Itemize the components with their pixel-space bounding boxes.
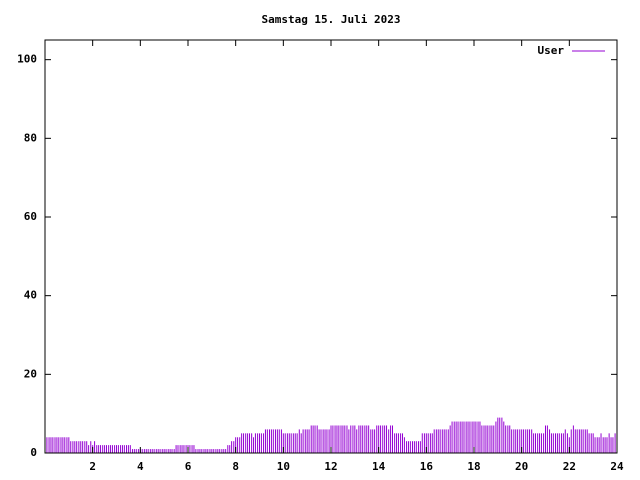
x-tick-label: 16 (420, 460, 434, 473)
legend-label: User (538, 44, 565, 57)
x-tick-label: 22 (563, 460, 576, 473)
x-tick-label: 2 (89, 460, 96, 473)
x-tick-label: 20 (515, 460, 528, 473)
x-tick-label: 8 (232, 460, 239, 473)
y-tick-label: 100 (17, 53, 37, 66)
y-tick-label: 20 (24, 367, 37, 380)
y-tick-label: 0 (30, 446, 37, 459)
y-tick-label: 40 (24, 289, 37, 302)
x-tick-label: 12 (324, 460, 337, 473)
x-tick-label: 14 (372, 460, 386, 473)
plot-border (44, 39, 618, 454)
x-tick-label: 6 (185, 460, 192, 473)
x-tick-label: 10 (277, 460, 290, 473)
chart-title: Samstag 15. Juli 2023 (261, 13, 400, 26)
y-tick-label: 60 (24, 210, 37, 223)
y-tick-label: 80 (24, 131, 37, 144)
x-tick-label: 4 (137, 460, 144, 473)
x-tick-label: 18 (467, 460, 480, 473)
x-tick-label: 24 (610, 460, 624, 473)
